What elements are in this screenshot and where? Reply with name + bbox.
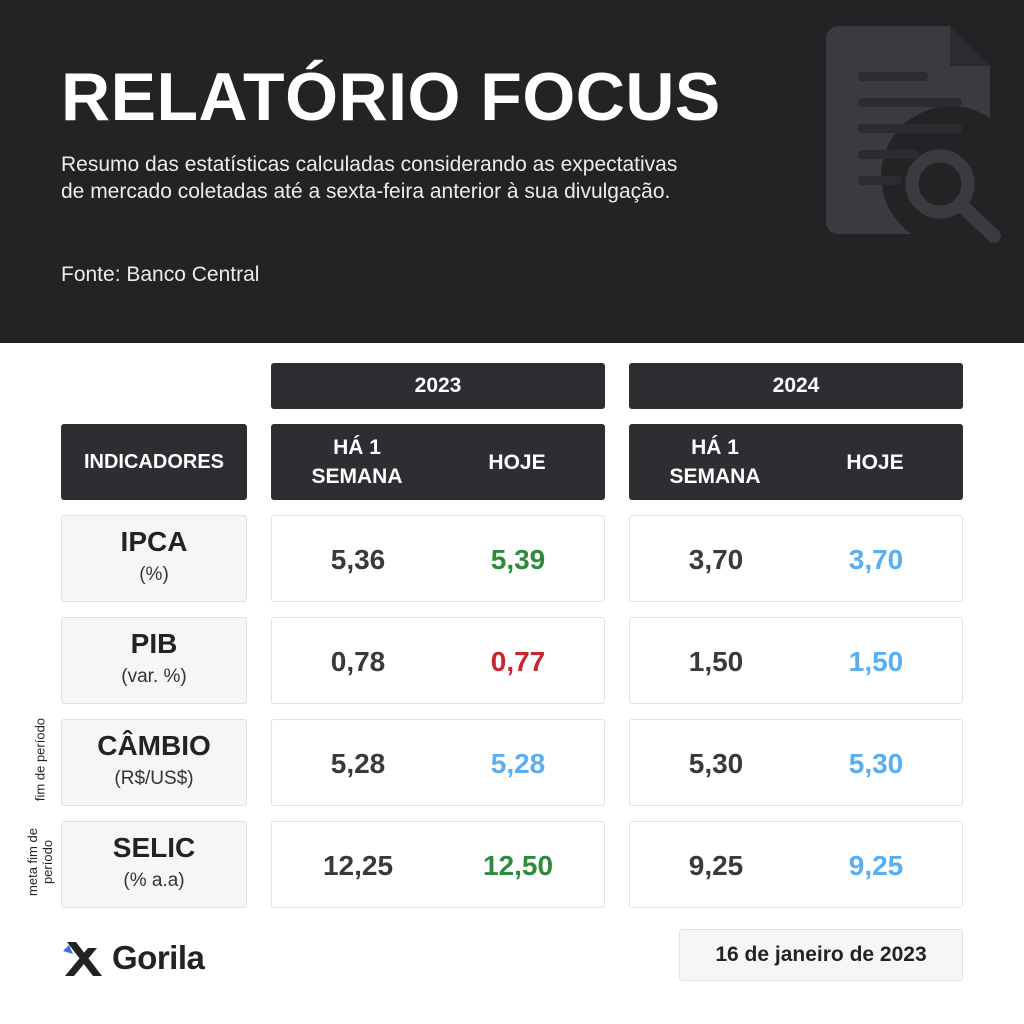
value-prev-week: 1,50 <box>688 646 744 677</box>
year-header-2024: 2024 <box>629 363 963 409</box>
indicator-ipca: IPCA (%) <box>61 515 247 602</box>
value-today: 5,39 <box>490 544 546 575</box>
value-today: 1,50 <box>848 646 904 677</box>
indicator-name: PIB <box>130 628 178 659</box>
indicator-name: CÂMBIO <box>97 730 211 761</box>
col-today-label: HOJE <box>846 451 904 474</box>
gorila-logo-icon <box>63 942 102 976</box>
indicator-unit: (% a.a) <box>123 870 185 891</box>
columns-header-2023: HÁ 1 SEMANA HOJE <box>271 424 605 500</box>
indicator-name: SELIC <box>112 832 196 863</box>
indicator-unit: (%) <box>139 564 169 585</box>
pib-2024-values: 1,50 1,50 <box>629 617 963 704</box>
value-prev-week: 0,78 <box>330 646 386 677</box>
pib-2023-values: 0,78 0,77 <box>271 617 605 704</box>
cambio-2023-values: 5,28 5,28 <box>271 719 605 806</box>
year-header-2023: 2023 <box>271 363 605 409</box>
value-prev-week: 5,36 <box>330 544 386 575</box>
cambio-2024-values: 5,30 5,30 <box>629 719 963 806</box>
header: RELATÓRIO FOCUS Resumo das estatísticas … <box>0 0 1024 343</box>
value-today: 3,70 <box>848 544 904 575</box>
indicator-pib: PIB (var. %) <box>61 617 247 704</box>
indicators-header: INDICADORES <box>61 424 247 500</box>
page-subtitle: Resumo das estatísticas calculadas consi… <box>61 153 678 203</box>
logo-text: Gorila <box>112 939 205 976</box>
columns-header-2024: HÁ 1 SEMANA HOJE <box>629 424 963 500</box>
page-title: RELATÓRIO FOCUS <box>61 59 721 135</box>
value-prev-week: 3,70 <box>688 544 744 575</box>
value-prev-week: 12,25 <box>322 850 394 881</box>
col-today-label: HOJE <box>488 451 546 474</box>
col-prev-week-label: HÁ 1 SEMANA <box>311 436 403 488</box>
ipca-2023-values: 5,36 5,39 <box>271 515 605 602</box>
indicator-name: IPCA <box>120 526 188 557</box>
value-prev-week: 5,30 <box>688 748 744 779</box>
gorila-logo: Gorila <box>62 936 205 980</box>
selic-2023-values: 12,25 12,50 <box>271 821 605 908</box>
indicator-cambio: CÂMBIO (R$/US$) <box>61 719 247 806</box>
value-prev-week: 9,25 <box>688 850 744 881</box>
col-prev-week-label: HÁ 1 SEMANA <box>669 436 761 488</box>
value-today: 0,77 <box>490 646 546 677</box>
selic-2024-values: 9,25 9,25 <box>629 821 963 908</box>
source-note: Fonte: Banco Central <box>61 263 260 286</box>
value-today: 12,50 <box>482 850 554 881</box>
document-search-icon <box>826 26 1001 243</box>
report-date: 16 de janeiro de 2023 <box>679 929 963 981</box>
indicator-unit: (R$/US$) <box>114 768 194 789</box>
ipca-2024-values: 3,70 3,70 <box>629 515 963 602</box>
value-today: 5,28 <box>490 748 546 779</box>
value-today: 9,25 <box>848 850 904 881</box>
cambio-side-note: fim de período <box>32 717 48 802</box>
value-prev-week: 5,28 <box>330 748 386 779</box>
selic-side-note: meta fim de período <box>25 828 55 896</box>
value-today: 5,30 <box>848 748 904 779</box>
indicator-selic: SELIC (% a.a) <box>61 821 247 908</box>
indicator-unit: (var. %) <box>121 666 187 687</box>
